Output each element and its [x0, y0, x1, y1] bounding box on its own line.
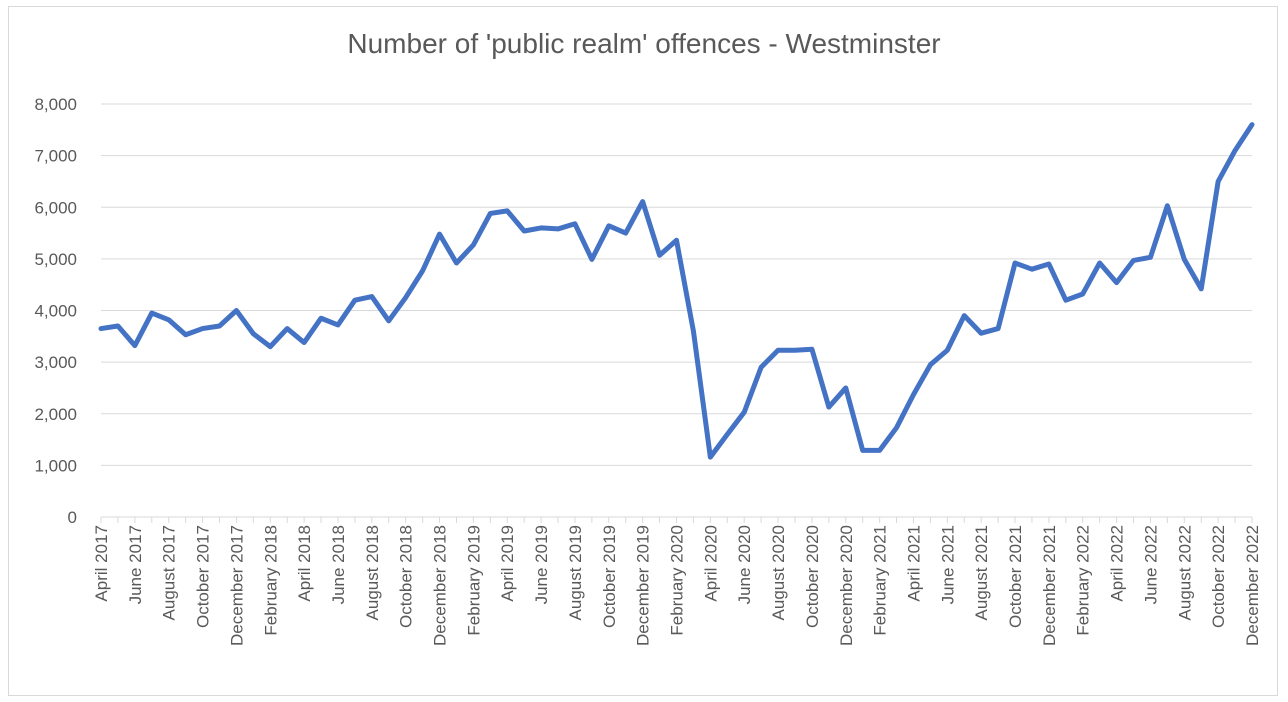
x-tick-label: August 2018 — [363, 525, 382, 620]
chart-frame — [8, 6, 1278, 696]
x-tick-label: October 2019 — [600, 525, 619, 628]
y-tick-label: 0 — [68, 508, 77, 527]
x-tick-label: October 2017 — [194, 525, 213, 628]
x-tick-label: December 2018 — [431, 525, 450, 646]
gridlines — [101, 103, 1252, 518]
x-tick-label: February 2018 — [261, 525, 280, 636]
series-line — [98, 122, 1255, 460]
x-tick-label: December 2021 — [1040, 525, 1059, 646]
x-tick-label: December 2020 — [837, 525, 856, 646]
x-tick-label: December 2019 — [634, 525, 653, 646]
x-tick-label: April 2022 — [1108, 525, 1127, 602]
x-tick-label: April 2020 — [701, 525, 720, 602]
x-tick-label: June 2019 — [532, 525, 551, 604]
x-tick-label: June 2021 — [938, 525, 957, 604]
chart-title: Number of 'public realm' offences - West… — [347, 28, 941, 59]
x-tick-label: June 2018 — [329, 525, 348, 604]
y-tick-label: 7,000 — [34, 147, 77, 166]
x-tick-label: December 2022 — [1243, 525, 1262, 646]
x-tick-label: October 2022 — [1209, 525, 1228, 628]
x-tick-label: April 2017 — [92, 525, 111, 602]
x-tick-label: April 2019 — [498, 525, 517, 602]
y-axis: 0 1,000 2,000 3,000 4,000 5,000 6,000 7,000 8,00… — [34, 95, 77, 527]
x-tick-label: February 2021 — [871, 525, 890, 636]
y-tick-label: 5,000 — [34, 250, 77, 269]
x-tick-label: April 2018 — [295, 525, 314, 602]
x-tick-label: August 2020 — [769, 525, 788, 620]
x-tick-label: August 2021 — [972, 525, 991, 620]
x-tick-label: October 2018 — [397, 525, 416, 628]
x-tick-label: June 2022 — [1141, 525, 1160, 604]
x-tick-label: April 2021 — [904, 525, 923, 602]
series-layer — [98, 122, 1255, 460]
x-tick-label: February 2022 — [1074, 525, 1093, 636]
x-tick-label: December 2017 — [227, 525, 246, 646]
y-tick-label: 8,000 — [34, 95, 77, 114]
y-tick-label: 6,000 — [34, 198, 77, 217]
y-tick-label: 2,000 — [34, 405, 77, 424]
x-tick-label: October 2021 — [1006, 525, 1025, 628]
x-tick-label: August 2017 — [160, 525, 179, 620]
x-tick-label: August 2019 — [566, 525, 585, 620]
y-tick-label: 1,000 — [34, 456, 77, 475]
x-tick-label: October 2020 — [803, 525, 822, 628]
x-axis: April 2017 June 2017 August 2017 October 20… — [92, 516, 1262, 646]
x-tick-label: February 2019 — [464, 525, 483, 636]
x-tick-label: June 2020 — [735, 525, 754, 604]
x-tick-label: August 2022 — [1175, 525, 1194, 620]
x-tick-label: June 2017 — [126, 525, 145, 604]
y-tick-label: 3,000 — [34, 353, 77, 372]
x-tick-label: February 2020 — [668, 525, 687, 636]
y-tick-label: 4,000 — [34, 302, 77, 321]
